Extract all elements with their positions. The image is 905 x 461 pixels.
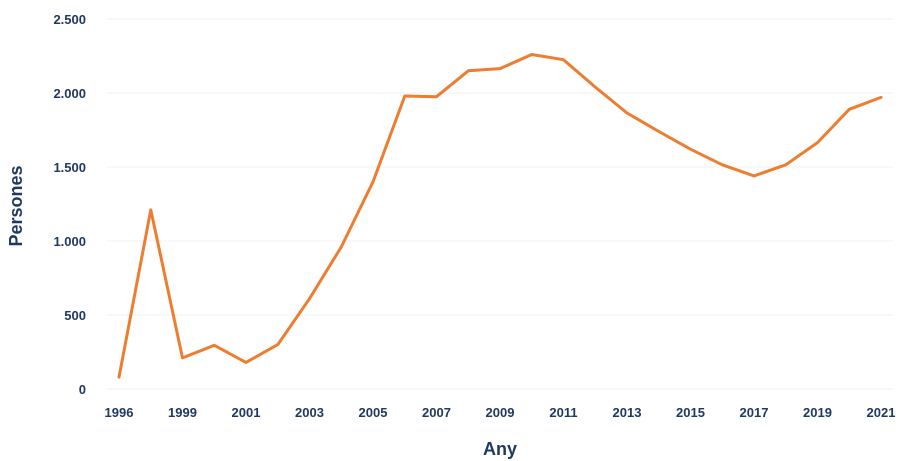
y-tick-label: 1.000 xyxy=(53,234,86,249)
x-tick-label: 2009 xyxy=(486,405,515,420)
y-tick-label: 500 xyxy=(64,308,86,323)
x-tick-label: 2017 xyxy=(740,405,769,420)
x-tick-label: 2019 xyxy=(803,405,832,420)
x-tick-label: 2013 xyxy=(613,405,642,420)
x-axis-ticks: 1996 1999 2001 2003 2005 2007 2009 2011 2013 2015… xyxy=(105,405,896,420)
x-tick-label: 2007 xyxy=(422,405,451,420)
y-axis-ticks: 0 500 1.000 1.500 2.000 2.500 xyxy=(53,12,86,397)
x-axis-title: Any xyxy=(483,439,517,459)
x-tick-label: 2011 xyxy=(549,405,577,420)
y-tick-label: 2.500 xyxy=(53,12,86,27)
x-tick-label: 2005 xyxy=(359,405,388,420)
y-tick-label: 1.500 xyxy=(53,160,86,175)
y-axis-title: Persones xyxy=(6,165,26,246)
x-tick-label: 2001 xyxy=(232,405,261,420)
x-tick-label: 1996 xyxy=(105,405,134,420)
x-tick-label: 1999 xyxy=(168,405,197,420)
x-tick-label: 2021 xyxy=(867,405,896,420)
series-line xyxy=(117,53,883,379)
y-tick-label: 0 xyxy=(79,382,86,397)
x-tick-label: 2003 xyxy=(295,405,324,420)
x-tick-label: 2015 xyxy=(676,405,705,420)
gridlines xyxy=(107,18,893,390)
y-tick-label: 2.000 xyxy=(53,86,86,101)
